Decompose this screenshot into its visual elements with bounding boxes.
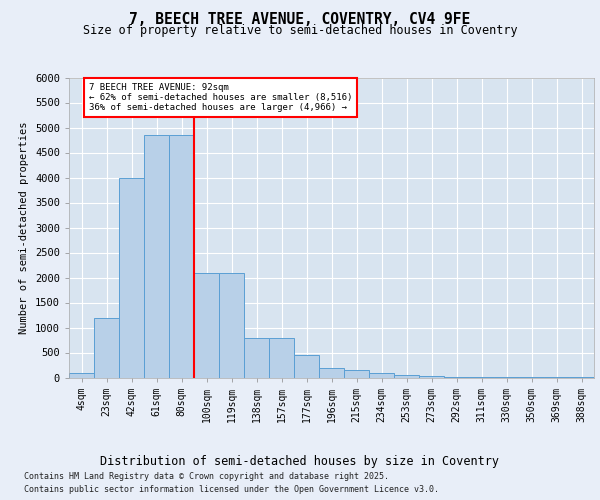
Text: Distribution of semi-detached houses by size in Coventry: Distribution of semi-detached houses by …: [101, 454, 499, 468]
Bar: [244, 338, 269, 378]
Bar: [344, 370, 369, 378]
Bar: [219, 272, 244, 378]
Bar: [319, 368, 344, 378]
Bar: [294, 355, 319, 378]
Text: Size of property relative to semi-detached houses in Coventry: Size of property relative to semi-detach…: [83, 24, 517, 37]
Bar: [69, 372, 94, 378]
Text: Contains HM Land Registry data © Crown copyright and database right 2025.: Contains HM Land Registry data © Crown c…: [24, 472, 389, 481]
Bar: [394, 375, 419, 378]
Bar: [119, 178, 144, 378]
Bar: [369, 372, 394, 378]
Bar: [269, 338, 294, 378]
Bar: [144, 135, 169, 378]
Bar: [419, 376, 444, 378]
Bar: [444, 377, 469, 378]
Y-axis label: Number of semi-detached properties: Number of semi-detached properties: [19, 121, 29, 334]
Bar: [94, 318, 119, 378]
Text: 7, BEECH TREE AVENUE, COVENTRY, CV4 9FE: 7, BEECH TREE AVENUE, COVENTRY, CV4 9FE: [130, 12, 470, 28]
Bar: [194, 272, 219, 378]
Text: 7 BEECH TREE AVENUE: 92sqm
← 62% of semi-detached houses are smaller (8,516)
36%: 7 BEECH TREE AVENUE: 92sqm ← 62% of semi…: [89, 82, 352, 112]
Bar: [169, 135, 194, 378]
Text: Contains public sector information licensed under the Open Government Licence v3: Contains public sector information licen…: [24, 485, 439, 494]
